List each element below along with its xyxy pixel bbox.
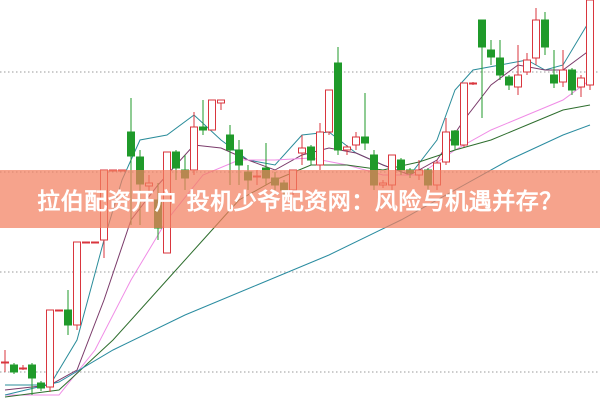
candle-up xyxy=(352,136,360,146)
candle-up xyxy=(217,99,225,104)
candle-down xyxy=(487,49,495,58)
candle-up xyxy=(1,361,9,364)
candle-up xyxy=(91,241,99,244)
candle-down xyxy=(478,19,486,48)
candle-down xyxy=(451,130,459,146)
candle-down xyxy=(541,19,549,48)
candle-down xyxy=(361,136,369,144)
candle-down xyxy=(334,62,342,151)
candle-down xyxy=(496,57,504,76)
candle-down xyxy=(172,151,180,169)
candle-up xyxy=(532,19,540,59)
candle-up xyxy=(469,82,477,85)
candle-down xyxy=(10,364,18,373)
candle-up xyxy=(46,309,54,388)
candle-up xyxy=(460,82,468,146)
candle-up xyxy=(73,241,81,326)
candle-down xyxy=(37,382,45,389)
candle-up xyxy=(82,241,90,244)
candle-up xyxy=(559,69,567,83)
candle-up xyxy=(514,74,522,88)
candle-down xyxy=(505,76,513,86)
title-banner: 拉伯配资开户 投机少爷配资网：风险与机遇并存？ xyxy=(0,170,600,228)
candle-up xyxy=(442,131,450,163)
candle-down xyxy=(307,146,315,161)
candle-up xyxy=(343,146,351,151)
candle-up xyxy=(586,0,594,86)
ma120-line xyxy=(4,124,591,396)
candle-up xyxy=(208,99,216,131)
candle-up xyxy=(19,367,27,370)
ma10-line xyxy=(4,49,591,391)
candle-down xyxy=(127,131,135,157)
candle-down xyxy=(397,159,405,171)
candle-up xyxy=(298,147,306,154)
banner-title: 拉伯配资开户 投机少爷配资网：风险与机遇并存？ xyxy=(37,189,563,215)
candle-down xyxy=(550,74,558,84)
candle-down xyxy=(235,149,243,166)
candle-down xyxy=(568,69,576,91)
candle-down xyxy=(199,126,207,131)
candle-up xyxy=(190,126,198,171)
candle-up xyxy=(55,309,63,312)
candle-up xyxy=(316,131,324,166)
candle-down xyxy=(226,134,234,151)
ma60-line xyxy=(4,104,591,398)
candle-down xyxy=(28,364,36,379)
candle-up xyxy=(523,59,531,73)
candle-down xyxy=(64,309,72,326)
candle-up xyxy=(325,89,333,133)
candle-up xyxy=(577,77,585,88)
ma20-line xyxy=(5,79,591,396)
